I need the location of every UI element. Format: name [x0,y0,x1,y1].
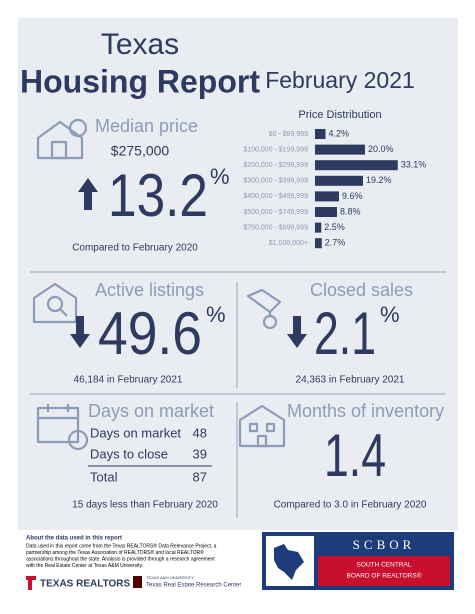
price-chart: $0 - $99,999 4.2% $100,000 - $199,999 20.0%… [243,128,427,249]
about-line: Data used in this report come from the T… [26,542,217,549]
about-heading: About the data used in this report [26,536,122,542]
price-band: $200,000 - $299,999 [243,162,308,169]
logo-mid: Texas Real Estate Research Center [146,583,241,589]
sales-change: 2.1 [314,300,376,367]
bar [315,238,322,249]
chart-title: Price Distribution [298,109,381,121]
bar-label: 33.1% [401,160,427,170]
panel [18,18,458,530]
title-line2: Housing Report [20,63,260,99]
dom-row-value: 48 [193,425,207,440]
price-band: $400,000 - $499,999 [243,193,308,200]
moi-note: Compared to 3.0 in February 2020 [274,500,427,511]
house-icon [36,118,88,160]
sales-note: 24,363 in February 2021 [296,375,405,386]
arrow-down [70,316,90,348]
price-band: $1,000,000+ [269,240,308,247]
bar-label: 19.2% [366,175,392,185]
bar [315,222,322,233]
board-abbrev: SCBOR [353,537,416,552]
bar [315,207,337,217]
bar-label: 2.5% [324,222,345,232]
median-price: $275,000 [111,143,170,159]
listings-change: 49.6 [98,300,202,367]
dom-total-label: Total [90,469,118,484]
arrow-up [78,178,98,210]
title-line1: Texas [101,28,179,61]
logo-left: TEXAS REALTORS [40,579,131,590]
price-band: $0 - $99,999 [269,131,308,138]
dom-row-label: Days to close [90,446,168,461]
bar [315,191,339,202]
about-line: partnership among the Texas Association … [26,549,204,556]
sales-heading: Closed sales [310,280,413,300]
price-band: $300,000 - $399,999 [243,178,308,185]
bar-label: 2.7% [325,238,346,248]
logo-mark [26,576,36,590]
listing-icon [32,282,78,324]
moi-heading: Months of inventory [287,401,444,421]
bar [315,144,365,155]
dom-row-label: Days on market [90,425,181,440]
logo-mid-top: TEXAS A&M UNIVERSITY [146,575,194,580]
moi-value: 1.4 [324,422,386,489]
bar [315,160,398,171]
median-heading: Median price [95,116,198,136]
board-line2: BOARD OF REALTORS® [347,572,422,580]
board-line1: SOUTH CENTRAL [357,562,412,569]
logo-mark [133,576,142,588]
listings-unit: % [206,302,226,327]
bar-label: 4.2% [329,128,350,138]
listings-heading: Active listings [95,280,204,300]
median-change: 13.2 [108,162,208,229]
price-band: $100,000 - $199,999 [243,146,308,153]
price-band: $500,000 - $749,999 [243,209,308,216]
dom-heading: Days on market [88,401,214,421]
bar-label: 9.6% [342,191,363,201]
dom-row-value: 39 [193,446,207,461]
dom-total-value: 87 [193,469,207,484]
bar [315,129,326,139]
building-icon [238,404,286,448]
price-band: $750,000 - $999,999 [243,224,308,231]
about-line: with the Real Estate Center at Texas A&M… [26,563,143,569]
board-band [318,556,450,586]
arrow-down [287,316,307,348]
calendar-icon [36,404,89,451]
sales-unit: % [380,302,400,327]
about-line: associations throughout the state. Analy… [26,556,215,562]
texas-shape [274,544,304,580]
listings-note: 46,184 in February 2021 [74,375,183,386]
dom-note: 15 days less than February 2020 [72,500,218,511]
median-unit: % [210,164,230,189]
bar-label: 8.8% [340,206,361,216]
bar [315,175,363,186]
key-icon [246,288,282,330]
bar-label: 20.0% [368,144,394,154]
period: February 2021 [265,67,415,93]
about-text: Data used in this report come from the T… [26,542,217,569]
median-note: Compared to February 2020 [72,243,198,254]
